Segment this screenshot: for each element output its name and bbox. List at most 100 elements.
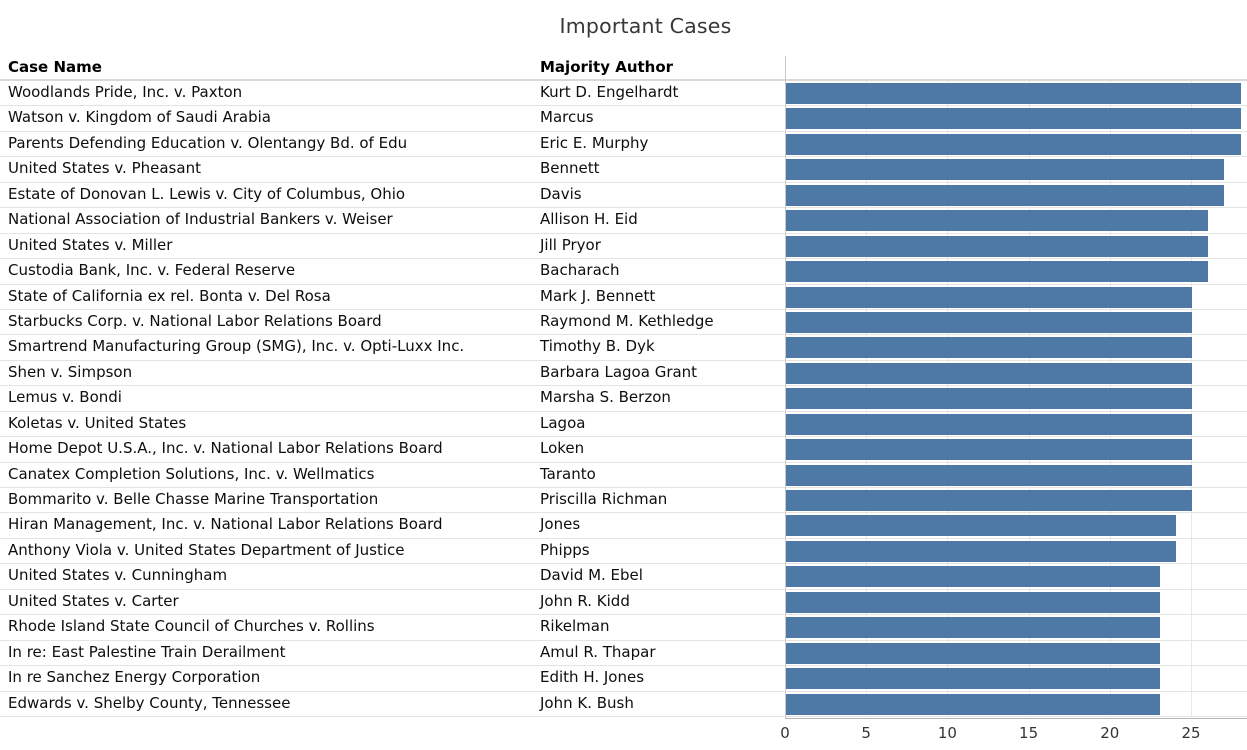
- value-bar[interactable]: [786, 490, 1192, 511]
- majority-author-cell[interactable]: Rikelman: [540, 617, 610, 636]
- value-bar[interactable]: [786, 693, 1160, 715]
- value-bar[interactable]: [786, 210, 1209, 232]
- case-name-cell[interactable]: State of California ex rel. Bonta v. Del…: [8, 286, 331, 305]
- majority-author-cell[interactable]: Davis: [540, 184, 582, 203]
- case-name-cell[interactable]: Smartrend Manufacturing Group (SMG), Inc…: [8, 337, 465, 356]
- majority-author-cell[interactable]: Jones: [540, 515, 581, 534]
- value-bar[interactable]: [786, 617, 1160, 639]
- majority-author-cell[interactable]: Marsha S. Berzon: [540, 388, 671, 407]
- table-row: Woodlands Pride, Inc. v. Paxton Kurt D. E…: [0, 81, 1247, 107]
- case-name-cell[interactable]: Watson v. Kingdom of Saudi Arabia: [8, 108, 271, 127]
- table-row: Parents Defending Education v. Olentangy…: [0, 132, 1247, 158]
- majority-author-cell[interactable]: Eric E. Murphy: [540, 133, 649, 152]
- majority-author-cell[interactable]: Kurt D. Engelhardt: [540, 83, 679, 101]
- case-name-cell[interactable]: Custodia Bank, Inc. v. Federal Reserve: [8, 261, 296, 280]
- case-name-cell[interactable]: Anthony Viola v. United States Departmen…: [8, 540, 405, 559]
- majority-author-cell[interactable]: Bacharach: [540, 261, 620, 280]
- majority-author-cell[interactable]: Amul R. Thapar: [540, 642, 656, 661]
- majority-author-cell[interactable]: Marcus: [540, 108, 594, 127]
- majority-author-cell[interactable]: Priscilla Richman: [540, 490, 668, 508]
- value-bar[interactable]: [786, 261, 1209, 283]
- case-name-cell[interactable]: Shen v. Simpson: [8, 362, 133, 381]
- value-bar[interactable]: [786, 362, 1192, 384]
- case-name-cell[interactable]: Hiran Management, Inc. v. National Labor…: [8, 515, 443, 534]
- table-row: Hiran Management, Inc. v. National Labor…: [0, 513, 1247, 539]
- case-name-cell[interactable]: United States v. Pheasant: [8, 159, 201, 178]
- table-row: Starbucks Corp. v. National Labor Relati…: [0, 310, 1247, 336]
- column-header-majority-author[interactable]: Majority Author: [540, 58, 674, 76]
- value-bar[interactable]: [786, 337, 1192, 359]
- majority-author-cell[interactable]: David M. Ebel: [540, 566, 643, 585]
- table-row: Home Depot U.S.A., Inc. v. National Labo…: [0, 437, 1247, 463]
- case-name-cell[interactable]: In re: East Palestine Train Derailment: [8, 642, 286, 661]
- majority-author-cell[interactable]: Allison H. Eid: [540, 210, 638, 229]
- case-name-cell[interactable]: Rhode Island State Council of Churches v…: [8, 617, 375, 636]
- case-name-cell[interactable]: United States v. Cunningham: [8, 566, 228, 585]
- value-bar[interactable]: [786, 108, 1241, 130]
- value-bar[interactable]: [786, 668, 1160, 690]
- table-row: Watson v. Kingdom of Saudi Arabia Marcus: [0, 106, 1247, 132]
- table-row: Edwards v. Shelby County, Tennessee John …: [0, 692, 1247, 717]
- value-bar[interactable]: [786, 235, 1209, 257]
- case-name-cell[interactable]: United States v. Miller: [8, 235, 173, 254]
- value-bar[interactable]: [786, 83, 1241, 104]
- column-header-case-name[interactable]: Case Name: [8, 58, 102, 76]
- value-bar[interactable]: [786, 439, 1192, 461]
- value-bar[interactable]: [786, 591, 1160, 613]
- case-name-cell[interactable]: Lemus v. Bondi: [8, 388, 122, 407]
- case-name-cell[interactable]: Bommarito v. Belle Chasse Marine Transpo…: [8, 490, 379, 508]
- value-bar[interactable]: [786, 286, 1192, 308]
- case-name-cell[interactable]: United States v. Carter: [8, 591, 179, 610]
- x-axis-tick-labels: 0 5 10 15 20 25: [780, 724, 1247, 746]
- value-bar[interactable]: [786, 413, 1192, 435]
- table-row: United States v. Carter John R. Kidd: [0, 590, 1247, 616]
- majority-author-cell[interactable]: Barbara Lagoa Grant: [540, 362, 698, 381]
- value-bar[interactable]: [786, 540, 1176, 562]
- table-row: Bommarito v. Belle Chasse Marine Transpo…: [0, 488, 1247, 514]
- table-row: Smartrend Manufacturing Group (SMG), Inc…: [0, 335, 1247, 361]
- majority-author-cell[interactable]: Edith H. Jones: [540, 668, 645, 687]
- case-name-cell[interactable]: Canatex Completion Solutions, Inc. v. We…: [8, 464, 375, 483]
- x-axis-tick-label: 20: [1100, 724, 1120, 742]
- value-bar[interactable]: [786, 388, 1192, 410]
- majority-author-cell[interactable]: Lagoa: [540, 413, 586, 432]
- majority-author-cell[interactable]: Raymond M. Kethledge: [540, 311, 714, 330]
- case-table-body: Woodlands Pride, Inc. v. Paxton Kurt D. E…: [0, 81, 1247, 717]
- case-name-cell[interactable]: Estate of Donovan L. Lewis v. City of Co…: [8, 184, 406, 203]
- value-bar[interactable]: [786, 133, 1241, 155]
- majority-author-cell[interactable]: Loken: [540, 439, 585, 458]
- value-bar[interactable]: [786, 464, 1192, 486]
- majority-author-cell[interactable]: Taranto: [540, 464, 596, 483]
- majority-author-cell[interactable]: John R. Kidd: [540, 591, 630, 610]
- case-name-cell[interactable]: Koletas v. United States: [8, 413, 187, 432]
- value-bar[interactable]: [786, 566, 1160, 588]
- case-name-cell[interactable]: Edwards v. Shelby County, Tennessee: [8, 693, 291, 712]
- table-row: National Association of Industrial Banke…: [0, 208, 1247, 234]
- table-row: Rhode Island State Council of Churches v…: [0, 615, 1247, 641]
- case-name-cell[interactable]: National Association of Industrial Banke…: [8, 210, 393, 229]
- table-row: Koletas v. United States Lagoa: [0, 412, 1247, 438]
- case-name-cell[interactable]: In re Sanchez Energy Corporation: [8, 668, 261, 687]
- table-row: Lemus v. Bondi Marsha S. Berzon: [0, 386, 1247, 412]
- majority-author-cell[interactable]: John K. Bush: [540, 693, 634, 712]
- majority-author-cell[interactable]: Jill Pryor: [540, 235, 601, 254]
- case-name-cell[interactable]: Starbucks Corp. v. National Labor Relati…: [8, 311, 382, 330]
- table-row: Estate of Donovan L. Lewis v. City of Co…: [0, 183, 1247, 209]
- value-bar[interactable]: [786, 159, 1225, 181]
- value-bar[interactable]: [786, 515, 1176, 537]
- majority-author-cell[interactable]: Phipps: [540, 540, 590, 559]
- majority-author-cell[interactable]: Mark J. Bennett: [540, 286, 656, 305]
- table-row: Shen v. Simpson Barbara Lagoa Grant: [0, 361, 1247, 387]
- value-bar[interactable]: [786, 184, 1225, 206]
- case-name-cell[interactable]: Home Depot U.S.A., Inc. v. National Labo…: [8, 439, 443, 458]
- value-bar[interactable]: [786, 642, 1160, 664]
- case-name-cell[interactable]: Parents Defending Education v. Olentangy…: [8, 133, 408, 152]
- majority-author-cell[interactable]: Bennett: [540, 159, 600, 178]
- x-axis-tick-label: 15: [1019, 724, 1039, 742]
- x-axis-tick-label: 0: [780, 724, 790, 742]
- value-bar[interactable]: [786, 311, 1192, 333]
- majority-author-cell[interactable]: Timothy B. Dyk: [540, 337, 655, 356]
- case-name-cell[interactable]: Woodlands Pride, Inc. v. Paxton: [8, 83, 243, 101]
- header-divider: [0, 79, 1247, 81]
